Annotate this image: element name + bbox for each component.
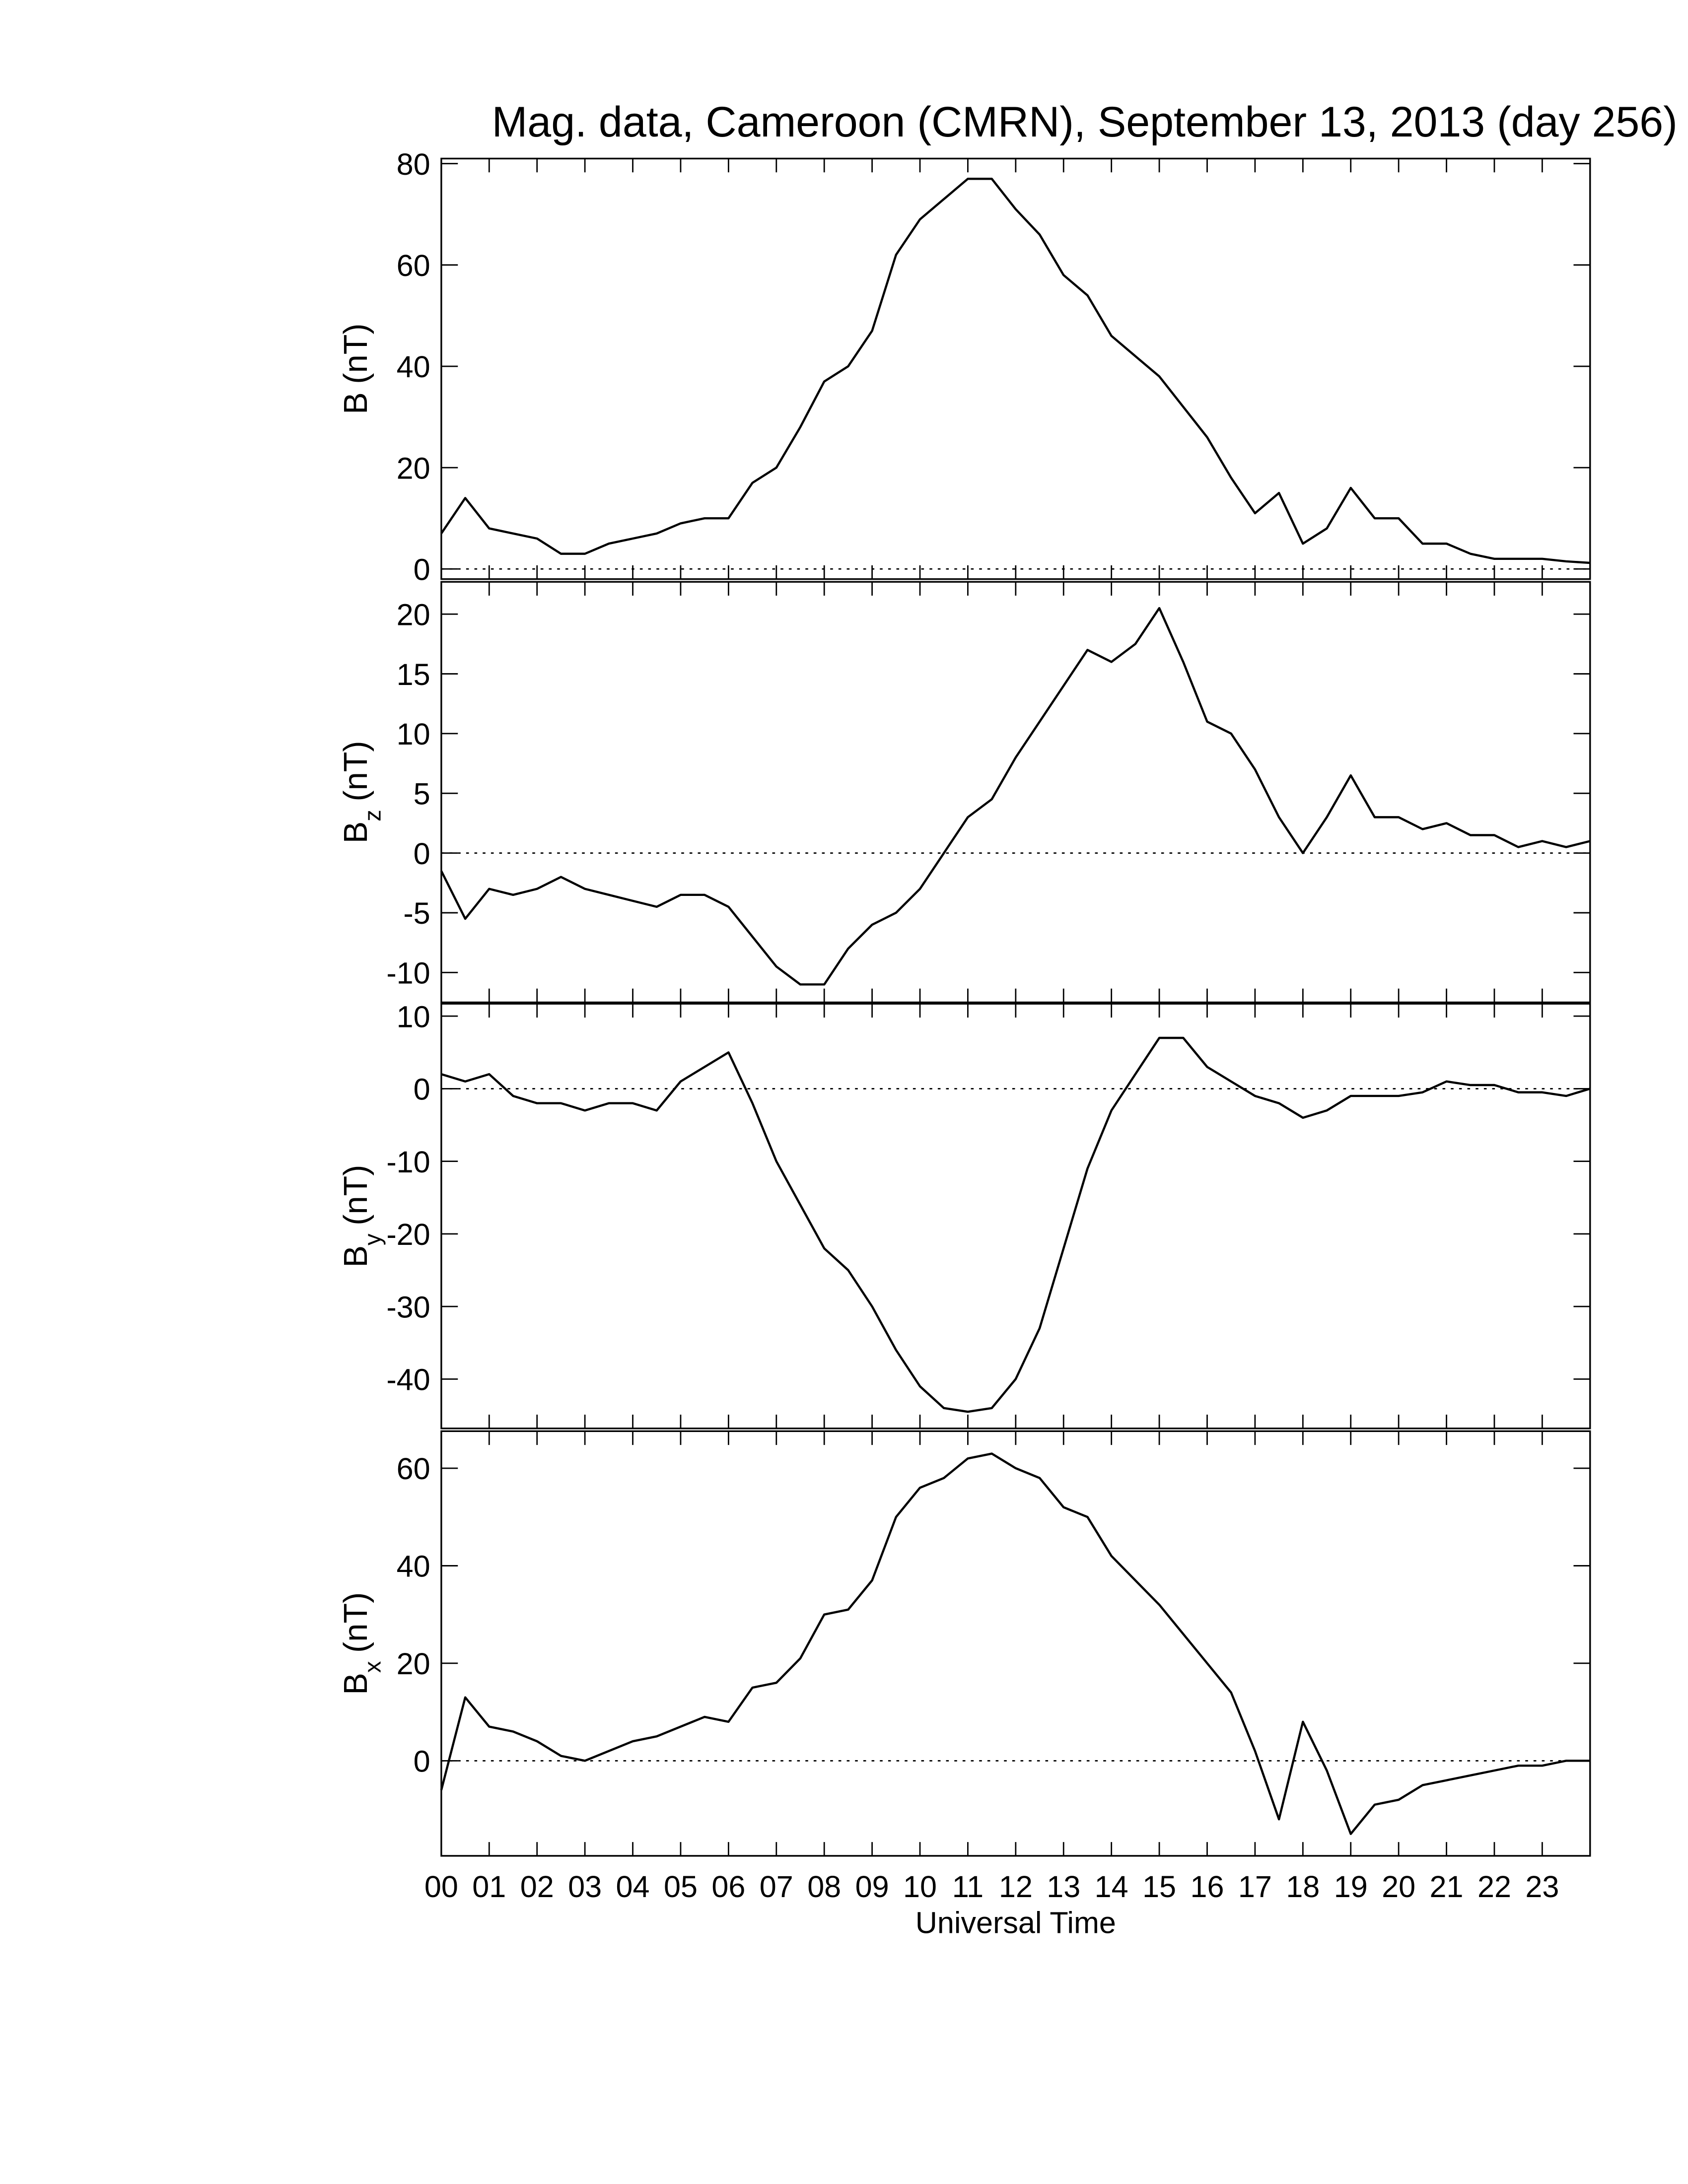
chart-title: Mag. data, Cameroon (CMRN), September 13… [492,98,1678,146]
data-line [440,178,1590,564]
y-label-main: B [338,392,374,414]
y-tick-label: 60 [397,1452,430,1486]
y-tick-label: 0 [414,1073,430,1106]
y-tick-label: 20 [397,1647,430,1681]
x-tick-label: 02 [520,1870,554,1904]
data-line [440,1452,1590,1835]
y-tick-label: -20 [386,1218,430,1251]
x-tick-label: 03 [568,1870,602,1904]
y-tick-label: 0 [414,552,430,586]
y-tick-label: 10 [397,717,430,751]
y-tick-label: 0 [414,837,430,871]
x-tick-label: 18 [1286,1870,1320,1904]
x-tick-label: 01 [472,1870,506,1904]
y-tick-label: 0 [414,1745,430,1778]
y-label-sub: x [360,1661,386,1673]
y-tick-label: 5 [414,777,430,811]
y-label-unit: (nT) [338,1592,374,1653]
y-tick-label: 40 [397,350,430,384]
x-tick-label: 16 [1190,1870,1224,1904]
x-tick-label: 08 [807,1870,841,1904]
y-label-main: B [338,1673,374,1695]
y-tick-label: -10 [386,1145,430,1179]
x-tick-label: 15 [1142,1870,1176,1904]
y-label-main: B [338,1245,374,1267]
y-label-sub: z [360,810,386,821]
x-axis-label: Universal Time [915,1906,1116,1939]
y-tick-label: -10 [386,956,430,990]
y-tick-label: -40 [386,1363,430,1397]
data-line [441,1036,1591,1413]
data-line [440,607,1591,986]
x-tick-label: 17 [1238,1870,1272,1904]
y-tick-label: -30 [386,1290,430,1324]
x-tick-label: 10 [903,1870,937,1904]
x-tick-label: 21 [1430,1870,1464,1904]
y-tick-label: 40 [397,1550,430,1583]
x-tick-label: 06 [711,1870,745,1904]
x-tick-label: 23 [1525,1870,1559,1904]
x-tick-label: 20 [1382,1870,1415,1904]
y-tick-label: 20 [397,598,430,631]
x-tick-label: 12 [999,1870,1033,1904]
x-tick-label: 13 [1047,1870,1080,1904]
y-tick-label: 20 [397,451,430,485]
y-axis-label: B (nT) [338,323,374,414]
x-tick-label: 22 [1477,1870,1511,1904]
x-tick-label: 11 [952,1870,984,1904]
y-tick-label: 15 [397,658,430,691]
x-tick-label: 04 [616,1870,650,1904]
y-label-unit: (nT) [338,323,374,384]
y-axis-label: Bx (nT) [338,1592,386,1695]
y-tick-label: 10 [397,1000,430,1033]
y-axis-label: By (nT) [338,1165,386,1268]
x-tick-label: 19 [1334,1870,1368,1904]
y-label-unit: (nT) [338,1165,374,1226]
y-label-main: B [338,821,374,843]
y-tick-label: 60 [397,249,430,282]
x-tick-label: 14 [1095,1870,1128,1904]
y-axis-label: Bz (nT) [338,741,386,843]
y-tick-label: -5 [403,896,430,930]
x-tick-label: 05 [664,1870,698,1904]
y-label-unit: (nT) [338,741,374,801]
x-tick-label: 09 [855,1870,889,1904]
x-tick-label: 07 [760,1870,793,1904]
y-label-sub: y [360,1233,386,1245]
x-tick-label: 00 [424,1870,458,1904]
y-tick-label: 80 [397,147,430,181]
